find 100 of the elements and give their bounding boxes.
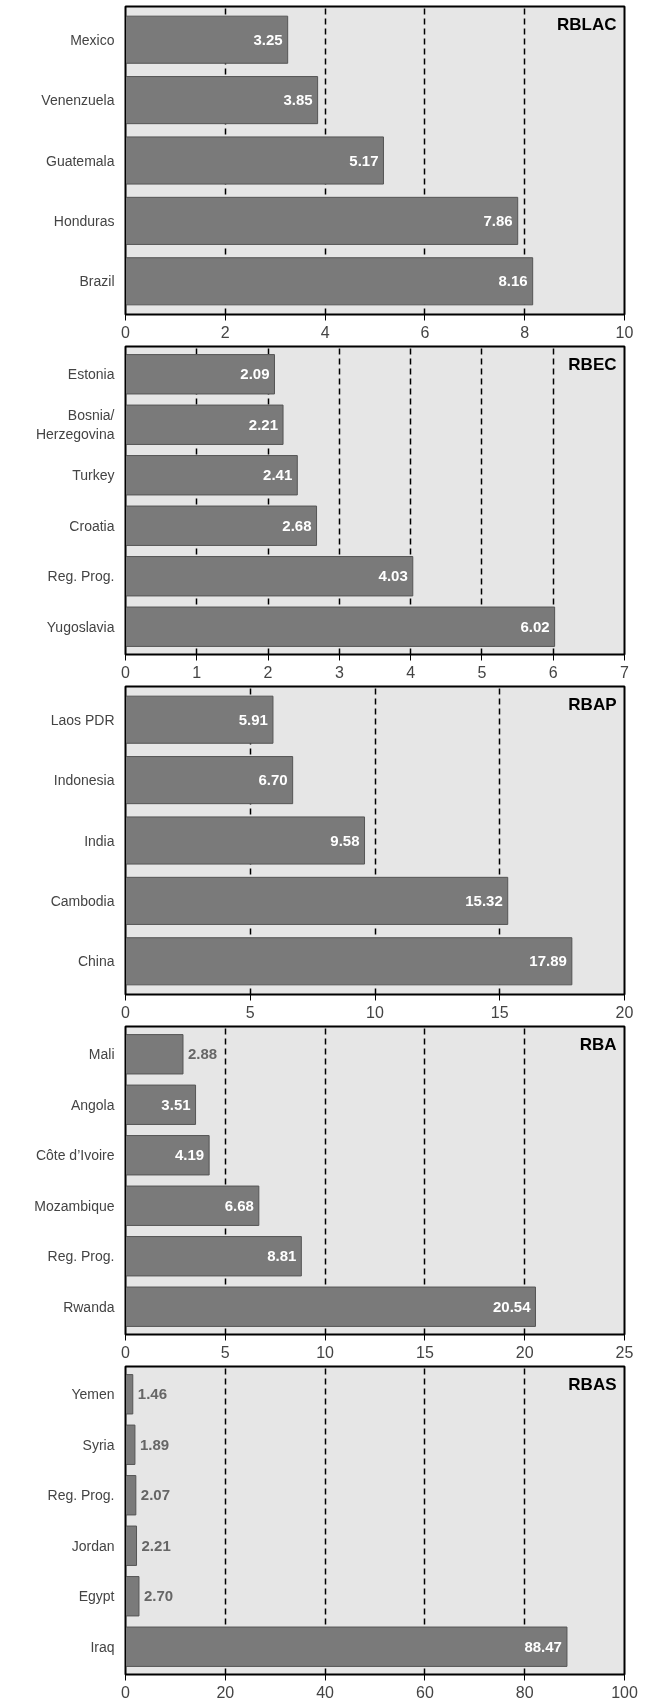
data-label: 6.02 xyxy=(520,617,550,635)
data-label: 2.88 xyxy=(187,1045,218,1063)
data-label: 2.41 xyxy=(263,466,293,484)
y-tick-label: Syria xyxy=(82,1436,115,1453)
data-label: 2.21 xyxy=(248,415,279,433)
bar xyxy=(125,1034,184,1075)
data-label: 88.47 xyxy=(524,1637,562,1655)
x-tick-label: 6 xyxy=(420,323,430,341)
x-tick-label: 0 xyxy=(121,1343,131,1361)
bar xyxy=(125,1475,137,1516)
bar xyxy=(125,15,289,64)
data-label: 8.81 xyxy=(267,1247,297,1265)
data-label: 5.91 xyxy=(238,710,268,728)
y-tick-label: Mozambique xyxy=(34,1197,115,1214)
y-tick-label: Reg. Prog. xyxy=(47,568,115,585)
bar xyxy=(125,1286,536,1327)
bar xyxy=(125,1626,568,1667)
y-tick-label: Estonia xyxy=(67,366,115,383)
x-tick-label: 10 xyxy=(366,1003,384,1021)
y-tick-label: Reg. Prog. xyxy=(47,1248,115,1265)
x-tick-label: 25 xyxy=(615,1343,634,1361)
data-label: 7.86 xyxy=(483,211,513,229)
x-tick-label: 5 xyxy=(477,663,487,681)
y-tick-label: Jordan xyxy=(71,1537,115,1554)
y-tick-label: Venenzuela xyxy=(41,92,115,109)
bar xyxy=(125,1576,140,1617)
data-label: 2.21 xyxy=(141,1536,171,1554)
x-tick-label: 20 xyxy=(615,1003,634,1021)
x-tick-label: 80 xyxy=(515,1683,534,1701)
x-tick-label: 6 xyxy=(548,663,558,681)
x-tick-label: 15 xyxy=(416,1343,434,1361)
bar xyxy=(125,1185,260,1226)
data-label: 20.54 xyxy=(492,1297,532,1315)
y-tick-label: China xyxy=(77,953,115,970)
bar xyxy=(125,354,275,395)
y-tick-label: Indonesia xyxy=(53,772,115,789)
x-tick-label: 20 xyxy=(515,1343,534,1361)
bar xyxy=(125,257,534,306)
y-tick-label: Brazil xyxy=(79,273,115,290)
bar xyxy=(125,76,319,125)
x-tick-label: 20 xyxy=(216,1683,235,1701)
x-tick-label: 10 xyxy=(316,1343,335,1361)
x-tick-label: 0 xyxy=(121,323,131,341)
bar xyxy=(125,404,284,445)
x-tick-label: 3 xyxy=(334,663,344,681)
data-label: 9.58 xyxy=(330,831,360,849)
y-tick-label: Croatia xyxy=(69,517,115,534)
data-label: 17.89 xyxy=(529,952,567,970)
x-tick-label: 5 xyxy=(245,1003,255,1021)
y-tick-label: India xyxy=(84,832,115,849)
y-tick-label: Turkey xyxy=(72,467,115,484)
x-tick-label: 2 xyxy=(220,323,230,341)
data-label: 4.19 xyxy=(174,1146,205,1164)
x-tick-label: 0 xyxy=(121,663,131,681)
data-label: 8.16 xyxy=(498,272,528,290)
text: RBAS xyxy=(568,1374,617,1394)
data-label: 5.17 xyxy=(349,151,379,169)
data-label: 6.68 xyxy=(224,1196,254,1214)
x-tick-label: 1 xyxy=(192,663,202,681)
x-tick-label: 100 xyxy=(611,1683,638,1701)
x-tick-label: 15 xyxy=(490,1003,509,1021)
text: RBAP xyxy=(568,694,617,714)
y-tick-label: Mexico xyxy=(70,31,115,48)
bar xyxy=(125,695,274,744)
bar xyxy=(125,606,556,647)
y-tick-label: Egypt xyxy=(78,1588,115,1605)
bar xyxy=(125,937,573,986)
text: RBEC xyxy=(568,354,617,374)
bar xyxy=(125,455,298,496)
y-tick-label: Bosnia/ Herzegovina xyxy=(35,407,115,443)
bar xyxy=(125,1135,210,1176)
data-label: 6.70 xyxy=(258,771,288,789)
bar xyxy=(125,1374,134,1415)
y-tick-label: Laos PDR xyxy=(50,711,115,728)
data-label: 15.32 xyxy=(465,891,503,909)
y-tick-label: Iraq xyxy=(90,1638,115,1655)
data-label: 1.46 xyxy=(137,1385,167,1403)
y-tick-label: Reg. Prog. xyxy=(47,1487,115,1504)
y-tick-label: Guatemala xyxy=(46,152,115,169)
text: RBA xyxy=(579,1034,617,1054)
x-tick-label: 7 xyxy=(620,663,630,681)
x-tick-label: 8 xyxy=(520,323,530,341)
bar xyxy=(125,756,294,805)
y-tick-label: Cambodia xyxy=(50,892,115,909)
y-tick-label: Yemen xyxy=(71,1386,115,1403)
x-tick-label: 5 xyxy=(220,1343,230,1361)
y-tick-label: Yugoslavia xyxy=(46,618,115,635)
data-label: 3.51 xyxy=(161,1095,191,1113)
y-tick-label: Côte d’Ivoire xyxy=(35,1147,115,1164)
x-tick-label: 0 xyxy=(121,1683,131,1701)
bar xyxy=(125,1236,302,1277)
x-tick-label: 0 xyxy=(121,1003,131,1021)
data-label: 3.25 xyxy=(253,30,283,48)
bar xyxy=(125,556,414,597)
data-label: 1.89 xyxy=(139,1435,170,1453)
bar xyxy=(125,196,519,245)
bar xyxy=(125,136,384,185)
x-tick-label: 4 xyxy=(320,323,330,341)
data-label: 2.09 xyxy=(240,365,270,383)
y-tick-label: Mali xyxy=(88,1046,115,1063)
